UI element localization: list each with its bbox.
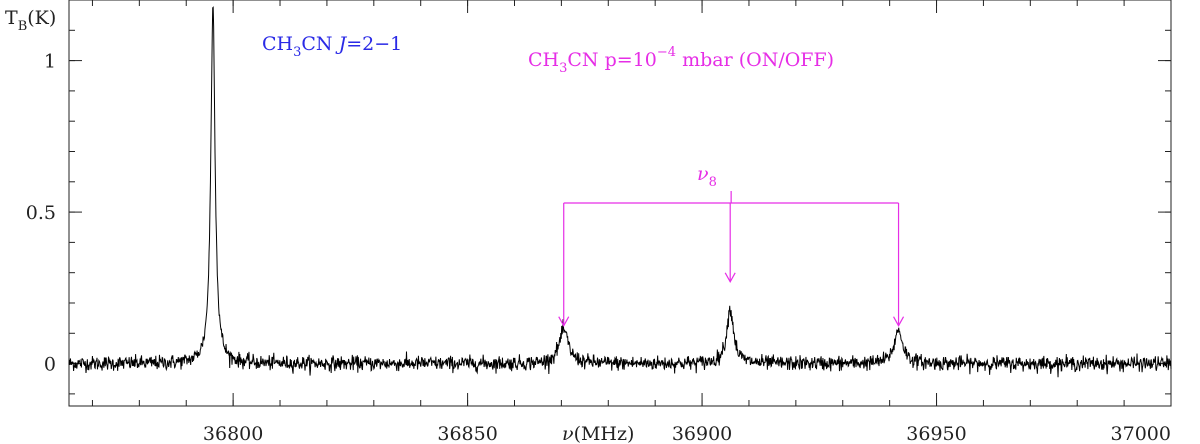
- nu8-label: ν8: [697, 163, 717, 190]
- main-line-label: CH3CN J=2−1: [262, 33, 402, 60]
- spectrum-series-line: [68, 6, 1172, 378]
- x-tick-label: 36900: [672, 423, 732, 444]
- plot-frame: [68, 0, 1172, 407]
- x-tick-label: 36800: [203, 423, 263, 444]
- y-axis-title: TB(K): [5, 7, 56, 34]
- arrow-head: [724, 272, 736, 284]
- arrow-head: [893, 316, 905, 327]
- y-tick-label: 1: [44, 51, 56, 73]
- y-tick-label: 0.5: [26, 202, 56, 224]
- y-tick-label: 0: [44, 354, 56, 376]
- nu8-bracket: [558, 191, 905, 327]
- conditions-label: CH3CN p=10−4 mbar (ON/OFF): [528, 45, 834, 76]
- x-tick-label: 36950: [906, 423, 966, 444]
- x-tick-label: 37000: [1111, 423, 1171, 444]
- y-axis-ticks: 00.51: [26, 51, 1171, 376]
- x-axis-title: ν(MHz): [562, 423, 634, 444]
- x-tick-label: 36850: [437, 423, 497, 444]
- x-axis-ticks: 36800 36850 36900 36950 37000: [203, 0, 1172, 444]
- arrow-head: [558, 316, 570, 327]
